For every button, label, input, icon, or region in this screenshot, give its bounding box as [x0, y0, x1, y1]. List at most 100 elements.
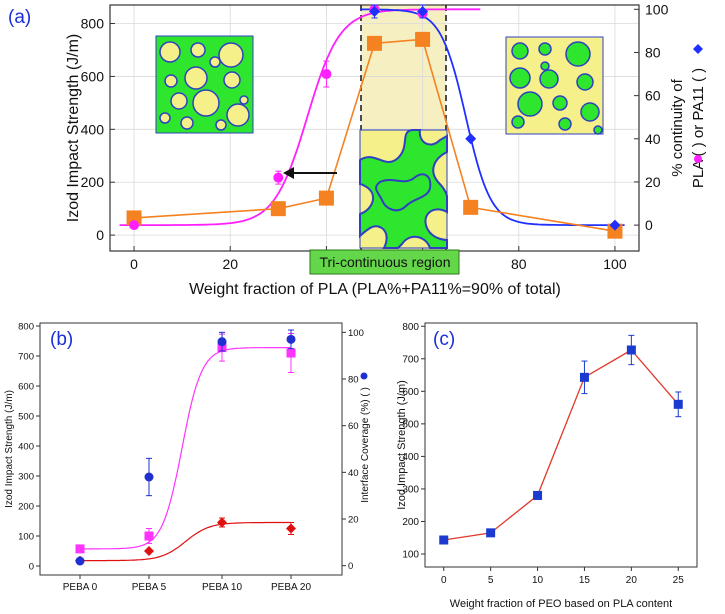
arrow-left-icon: [283, 167, 337, 179]
pa11-droplet: [538, 42, 552, 56]
pa11-droplet: [540, 61, 550, 71]
pla-droplet: [164, 74, 178, 88]
panel-a-ytick-label: 400: [81, 121, 105, 137]
panel-b-pink-fit: [80, 347, 291, 550]
pla-point: [273, 172, 284, 183]
panel-c-ytick-label: 400: [402, 452, 419, 463]
impact-point: [126, 210, 142, 226]
pa11-point: [609, 219, 621, 231]
pa11-point: [369, 5, 380, 17]
pa11-droplet: [558, 117, 572, 131]
panel-b-tag: (b): [50, 329, 73, 350]
panel-a-y2tick-label: 60: [645, 88, 661, 104]
pla-droplet: [190, 42, 206, 58]
pa11-droplet: [509, 67, 531, 89]
panel-a-xtick-label: 20: [222, 256, 238, 272]
panel-a-xtick-label: 100: [603, 256, 627, 272]
pa11-droplet: [576, 73, 594, 91]
pa11-droplet: [565, 41, 591, 67]
panel-b-circle-point: [144, 472, 154, 482]
panel-c-xlabel: Weight fraction of PEO based on PLA cont…: [450, 598, 672, 610]
panel-c: 0 5 10 15 20 25 100 200 300 400 500 600 700 800 (c) I…: [396, 322, 698, 610]
panel-a-y2label-2: PLA ( ) or PA11 ( ): [690, 68, 707, 188]
panel-b: PEBA 0 PEBA 5 PEBA 10 PEBA 2001002003004005…: [4, 322, 371, 594]
panel-c-ytick-label: 300: [402, 484, 419, 495]
pa11-point: [465, 133, 477, 145]
panel-c-ytick-label: 200: [402, 517, 419, 528]
panel-c-ytick-label: 100: [402, 549, 419, 560]
pa11-droplet: [517, 91, 543, 117]
pla-point: [129, 220, 140, 231]
panel-c-ytick-label: 800: [402, 322, 419, 333]
impact-point: [318, 190, 334, 206]
pla-droplet: [180, 116, 194, 130]
panel-c-point: [626, 345, 636, 355]
panel-a-ytick-label: 200: [81, 174, 105, 190]
panel-b-xtick-label: PEBA 5: [132, 582, 167, 593]
panel-b-y2tick-label: 0: [348, 561, 353, 572]
inset-pla-matrix: [155, 35, 254, 134]
pla-droplet: [209, 56, 221, 68]
panel-a-ytick-label: 800: [81, 16, 105, 32]
pla-droplet: [218, 42, 244, 68]
panel-b-xtick-label: PEBA 10: [202, 582, 242, 593]
panel-c-ylabel: Izod Impact Strength (J/m): [396, 380, 408, 510]
panel-a-xlabel: Weight fraction of PLA (PLA%+PA11%=90% o…: [189, 281, 561, 298]
pla-droplet: [215, 119, 227, 131]
panel-c-ytick-label: 600: [402, 387, 419, 398]
panel-b-frame: [39, 322, 343, 576]
panel-b-y2tick-label: 80: [348, 375, 359, 386]
panel-b-y2label: Interface Coverage (%) ( ): [360, 387, 371, 503]
pla-point: [321, 69, 332, 80]
panel-b-circle-point: [217, 337, 227, 347]
panel-a-y2tick-label: 100: [645, 1, 669, 17]
panel-b-circle-point: [75, 556, 85, 566]
impact-point: [367, 35, 382, 51]
panel-a-y2tick-label: 40: [645, 131, 661, 147]
panel-b-diamond-point: [217, 517, 227, 528]
panel-c-xtick-label: 5: [488, 575, 494, 586]
pa11-droplet: [511, 42, 529, 60]
panel-b-legend-circle-icon: [360, 372, 368, 380]
legend-circle-icon: [694, 155, 702, 163]
panel-c-point: [579, 372, 589, 382]
panel-a-y2label-1: % continuity of: [669, 78, 686, 176]
panel-c-xtick-label: 20: [626, 575, 638, 586]
panel-b-circle-point: [286, 334, 296, 344]
panel-b-y2tick-label: 60: [348, 421, 359, 432]
panel-c-ytick-label: 700: [402, 354, 419, 365]
panel-c-line: [443, 349, 679, 541]
panel-b-red-fit: [80, 521, 291, 562]
panel-a: 0204060801000200400600800020406080100 Tr…: [8, 1, 707, 298]
pla-droplet: [223, 71, 241, 89]
panel-a-xtick-label: 0: [130, 256, 138, 272]
impact-point: [415, 31, 431, 47]
panel-b-ytick-label: 100: [18, 532, 34, 543]
panel-a-y2tick-label: 20: [645, 174, 661, 190]
panel-b-y2tick-label: 100: [348, 328, 364, 339]
panel-a-tag: (a): [8, 7, 31, 28]
panel-c-ytick-label: 500: [402, 419, 419, 430]
pla-droplet: [192, 89, 220, 117]
panel-a-ylabel: Izod Impact Strength (J/m): [65, 34, 82, 223]
panel-a-y2tick-label: 80: [645, 44, 661, 60]
pa11-droplet: [593, 125, 603, 135]
pa11-droplet: [539, 69, 559, 89]
panel-c-point: [439, 535, 449, 545]
impact-point: [607, 223, 623, 239]
panel-b-ytick-label: 200: [18, 502, 34, 513]
pla-droplet: [159, 41, 181, 63]
pla-droplet: [184, 66, 208, 90]
pla-droplet: [159, 112, 171, 124]
panel-a-y2tick-label: 0: [645, 217, 653, 233]
panel-c-xtick-label: 0: [441, 575, 447, 586]
panel-b-y2tick-label: 40: [348, 468, 359, 479]
legend-diamond-icon: [693, 44, 703, 54]
panel-a-ytick-label: 600: [81, 68, 105, 84]
panel-c-xtick-label: 15: [579, 575, 591, 586]
pla-droplet: [226, 103, 250, 127]
tri-continuous-label: Tri-continuous region: [320, 254, 451, 270]
inset-tri-continuous: [359, 129, 448, 249]
panel-b-diamond-point: [144, 546, 154, 556]
